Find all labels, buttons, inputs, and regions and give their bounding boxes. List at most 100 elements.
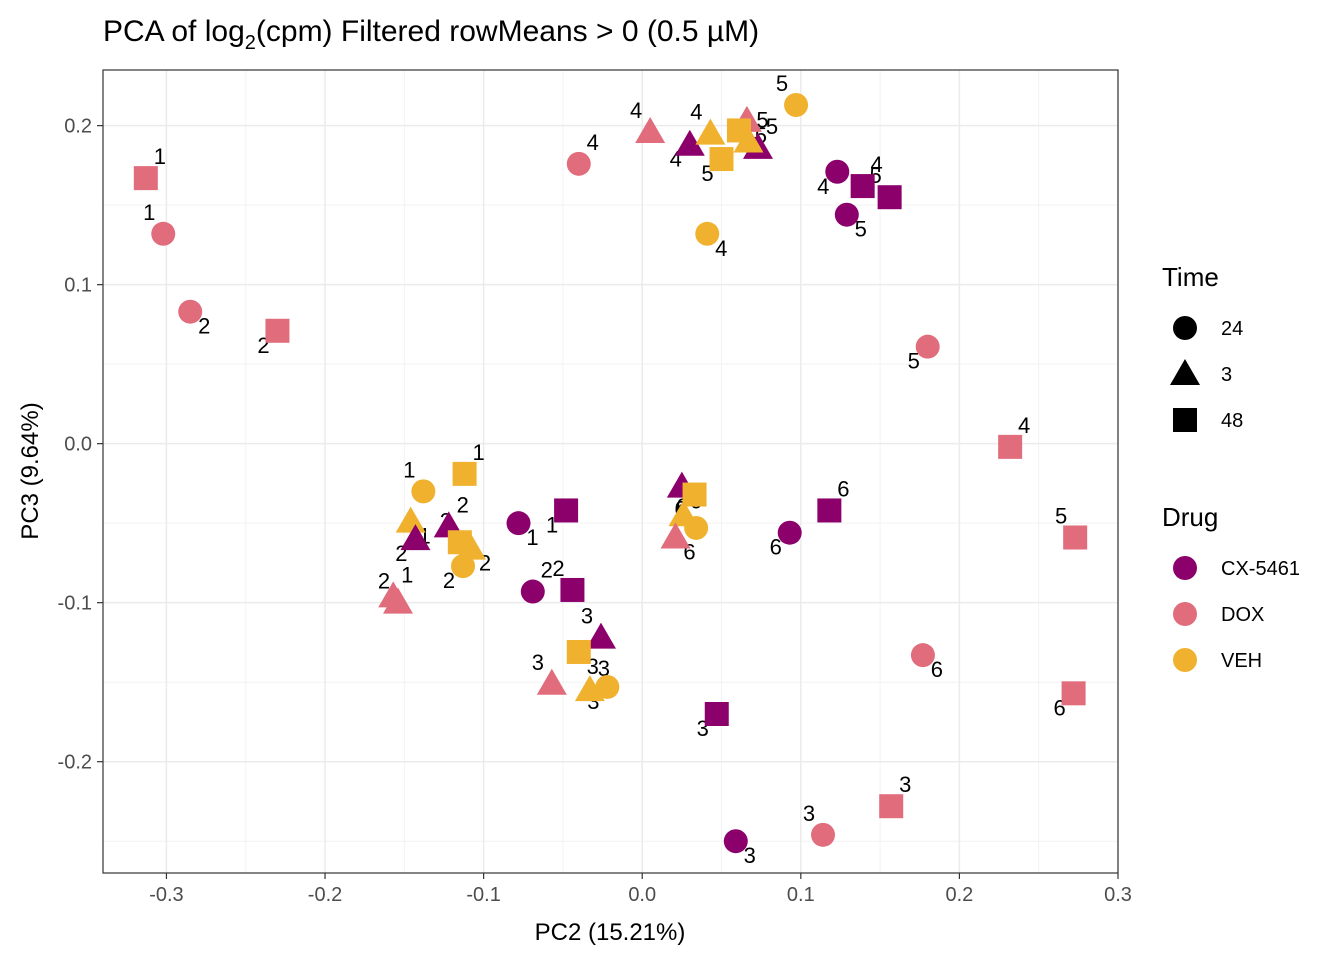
data-point — [910, 643, 935, 668]
data-point — [834, 202, 859, 227]
point-label: 5 — [756, 108, 768, 133]
data-point — [554, 498, 579, 523]
data-point — [1061, 681, 1086, 706]
point-label: 4 — [690, 100, 702, 125]
data-point — [635, 117, 666, 144]
legend-key-time — [1170, 359, 1200, 385]
y-tick-label: -0.2 — [58, 752, 92, 774]
data-point — [811, 822, 836, 847]
data-point — [451, 554, 476, 579]
legend-title-drug: Drug — [1162, 502, 1218, 532]
legend-label-time: 24 — [1221, 318, 1243, 340]
x-tick-label: 0.3 — [1104, 884, 1132, 906]
data-point — [566, 151, 591, 176]
point-label: 4 — [630, 98, 642, 123]
plot-panel — [103, 70, 1118, 873]
point-label: 2 — [552, 556, 564, 581]
legend-key-time — [1173, 408, 1197, 432]
y-axis: -0.2 -0.1 0.0 0.1 0.2 — [58, 116, 103, 774]
data-point — [850, 174, 875, 199]
data-point — [879, 794, 904, 819]
data-point — [817, 498, 842, 523]
data-point — [151, 221, 176, 246]
data-point — [998, 434, 1023, 459]
data-point — [733, 126, 764, 153]
data-point — [452, 461, 477, 486]
legend-key-drug — [1173, 602, 1197, 626]
data-point — [915, 334, 940, 359]
data-point — [684, 515, 709, 540]
point-label: 3 — [899, 772, 911, 797]
point-label: 3 — [532, 650, 544, 675]
data-point — [682, 482, 707, 507]
y-tick-label: 0.2 — [64, 116, 92, 138]
point-label: 6 — [770, 535, 782, 560]
point-label: 2 — [378, 569, 390, 594]
point-label: 2 — [198, 314, 210, 339]
data-point — [455, 533, 486, 560]
point-label: 3 — [803, 801, 815, 826]
data-point — [825, 159, 850, 184]
data-point — [520, 579, 545, 604]
point-label: 1 — [403, 457, 415, 482]
point-label: 6 — [931, 657, 943, 682]
data-point — [395, 506, 426, 533]
data-point — [723, 829, 748, 854]
legend-label-drug: CX-5461 — [1221, 558, 1300, 580]
legend: Time 24 3 48 Drug CX-5461 DOX VEH — [1162, 262, 1300, 672]
y-tick-label: 0.1 — [64, 275, 92, 297]
x-axis-title: PC2 (15.21%) — [535, 919, 686, 946]
x-tick-label: 0.1 — [787, 884, 815, 906]
point-label: 2 — [443, 568, 455, 593]
data-point — [777, 520, 802, 545]
data-point — [411, 479, 436, 504]
point-label: 4 — [871, 152, 883, 177]
data-point — [178, 299, 203, 324]
point-label: 2 — [541, 558, 553, 583]
data-point — [695, 221, 720, 246]
data-point — [265, 318, 290, 343]
data-point — [560, 577, 585, 602]
point-label: 3 — [598, 656, 610, 681]
point-label: 5 — [766, 114, 778, 139]
point-label: 4 — [1018, 413, 1030, 438]
legend-label-drug: VEH — [1221, 650, 1262, 672]
point-label: 1 — [401, 562, 413, 587]
x-tick-label: -0.1 — [466, 884, 500, 906]
point-label: 5 — [908, 349, 920, 374]
legend-label-drug: DOX — [1221, 604, 1264, 626]
data-point — [536, 668, 567, 695]
data-point — [400, 524, 431, 551]
data-points — [133, 92, 1088, 854]
point-label: 1 — [154, 144, 166, 169]
point-label: 4 — [817, 174, 829, 199]
x-tick-label: 0.0 — [628, 884, 656, 906]
data-point — [674, 129, 705, 156]
plot-border — [102, 69, 1119, 874]
data-point — [566, 639, 591, 664]
data-point — [382, 587, 413, 614]
y-tick-label: 0.0 — [64, 434, 92, 456]
data-point — [660, 522, 691, 549]
point-label: 2 — [457, 492, 469, 517]
data-point — [704, 701, 729, 726]
point-label: 4 — [587, 130, 599, 155]
point-label: 1 — [526, 525, 538, 550]
point-label: 4 — [715, 236, 727, 261]
point-label: 1 — [143, 200, 155, 225]
point-label: 5 — [776, 71, 788, 96]
data-point — [133, 166, 158, 191]
data-point — [1063, 525, 1088, 550]
data-point — [784, 92, 809, 117]
y-tick-label: -0.1 — [58, 593, 92, 615]
data-point — [595, 674, 620, 699]
data-point — [506, 511, 531, 536]
x-axis: -0.3 -0.2 -0.1 0.0 0.1 0.2 0.3 — [149, 873, 1132, 906]
legend-key-drug — [1173, 556, 1197, 580]
point-label: 6 — [837, 476, 849, 501]
point-label: 5 — [1055, 503, 1067, 528]
y-axis-title: PC3 (9.64%) — [17, 402, 44, 539]
point-label: 1 — [472, 440, 484, 465]
legend-label-time: 3 — [1221, 364, 1232, 386]
